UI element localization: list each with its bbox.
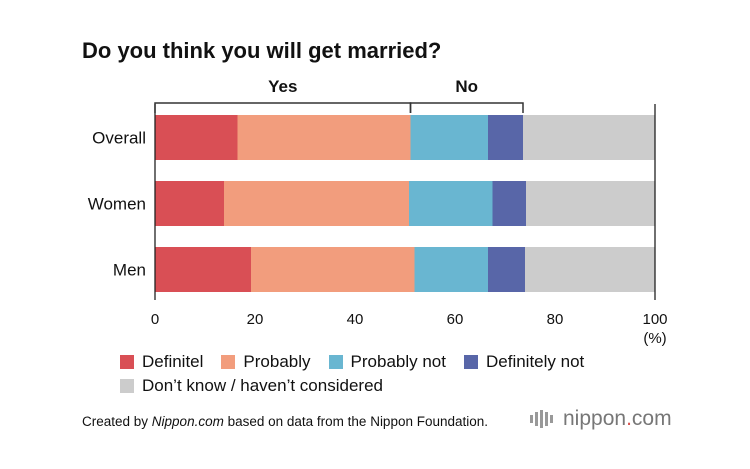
bracket-label-yes: Yes xyxy=(268,77,297,96)
bar-segment-men-4 xyxy=(525,247,655,292)
legend-label: Probably xyxy=(243,352,311,371)
x-tick-label: 0 xyxy=(151,311,159,328)
bar-segment-women-0 xyxy=(155,181,224,226)
bracket-yes xyxy=(154,102,412,113)
legend-swatch xyxy=(120,379,134,393)
logo-dot: . xyxy=(626,407,632,430)
source-note: Created by Nippon.com based on data from… xyxy=(82,414,488,429)
x-tick-label: 40 xyxy=(347,311,364,328)
x-tick-label: 20 xyxy=(247,311,264,328)
logo-bars-icon xyxy=(530,410,555,428)
bar-segment-overall-2 xyxy=(410,115,488,160)
legend-label: Definitel xyxy=(142,352,204,371)
category-label: Men xyxy=(113,261,146,280)
legend-item-definitel: Definitel xyxy=(120,352,203,372)
chart-title: Do you think you will get married? xyxy=(82,38,442,63)
bar-segment-women-3 xyxy=(492,181,526,226)
legend-swatch xyxy=(328,355,343,369)
bar-segment-men-0 xyxy=(155,247,251,292)
legend-item-probably: Probably xyxy=(221,352,311,372)
bar-segment-women-1 xyxy=(224,181,409,226)
bar-segment-women-4 xyxy=(526,181,655,226)
legend-item-probably-not: Probably not xyxy=(328,352,446,372)
nippon-logo: nippon. com xyxy=(530,407,672,431)
x-tick-label: 60 xyxy=(447,311,464,328)
bar-segment-overall-3 xyxy=(488,115,523,160)
legend-row-1: Definitel Probably Probably not Definite… xyxy=(120,350,720,374)
legend-swatch xyxy=(221,355,236,369)
bar-segment-overall-0 xyxy=(155,115,238,160)
bar-segment-men-2 xyxy=(414,247,488,292)
bracket-no xyxy=(409,102,524,113)
legend-label: Probably not xyxy=(350,352,446,371)
bar-segment-overall-4 xyxy=(523,115,655,160)
category-label: Women xyxy=(88,195,146,214)
bar-segment-men-1 xyxy=(251,247,415,292)
legend-item-dont-know: Don’t know / haven’t considered xyxy=(120,376,383,396)
bar-segment-overall-1 xyxy=(237,115,411,160)
logo-tld: com xyxy=(631,407,672,430)
x-unit-label: (%) xyxy=(643,330,666,347)
bracket-label-no: No xyxy=(455,77,478,96)
source-suffix: based on data from the Nippon Foundation… xyxy=(223,414,489,429)
category-label: Overall xyxy=(92,129,146,148)
legend-label: Don’t know / haven’t considered xyxy=(142,376,383,395)
x-tick-label: 100 xyxy=(642,311,667,328)
logo-name: nippon xyxy=(563,407,627,430)
x-tick-label: 80 xyxy=(547,311,564,328)
legend: Definitel Probably Probably not Definite… xyxy=(120,350,720,398)
legend-swatch xyxy=(463,355,478,369)
legend-label: Definitely not xyxy=(485,352,585,371)
legend-swatch xyxy=(120,355,134,369)
legend-item-definitely-not: Definitely not xyxy=(463,352,585,372)
bar-segment-women-2 xyxy=(409,181,493,226)
bar-segment-men-3 xyxy=(488,247,525,292)
legend-row-2: Don’t know / haven’t considered xyxy=(120,374,720,398)
source-site: Nippon.com xyxy=(151,414,224,429)
source-prefix: Created by xyxy=(82,414,152,429)
